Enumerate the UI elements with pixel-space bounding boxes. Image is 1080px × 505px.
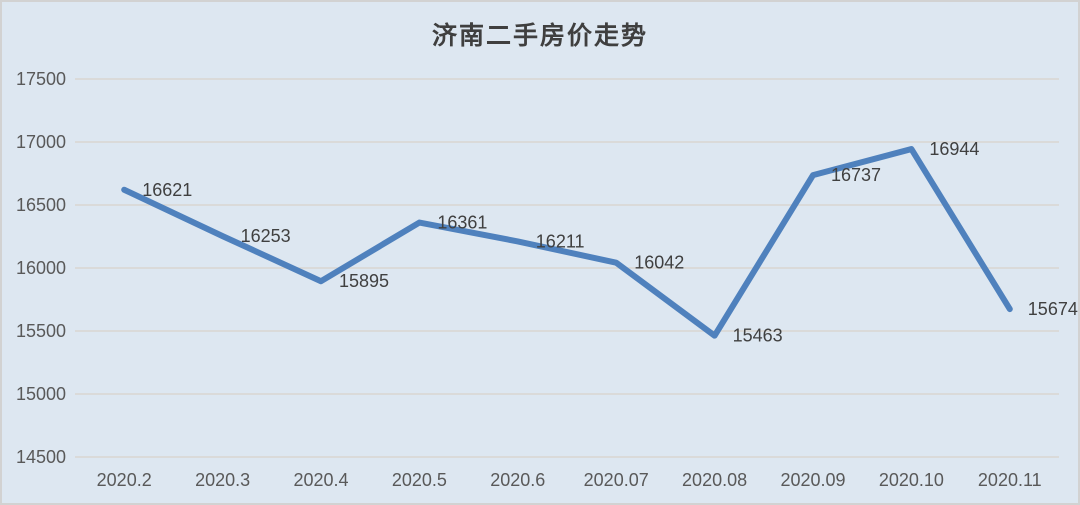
x-tick-label: 2020.4: [293, 470, 348, 490]
data-label: 16042: [634, 253, 684, 273]
data-label: 15895: [339, 271, 389, 291]
data-label: 16253: [241, 226, 291, 246]
y-tick-label: 15500: [16, 321, 66, 341]
y-tick-label: 15000: [16, 384, 66, 404]
data-label: 16211: [536, 231, 585, 251]
x-tick-label: 2020.10: [879, 470, 944, 490]
data-label: 15674: [1028, 299, 1078, 319]
chart-title: 济南二手房价走势: [431, 23, 648, 50]
y-tick-label: 14500: [16, 447, 66, 467]
x-tick-label: 2020.09: [780, 470, 845, 490]
data-label: 16944: [929, 139, 979, 159]
x-tick-label: 2020.2: [97, 470, 152, 490]
data-label: 16361: [437, 213, 487, 233]
x-tick-label: 2020.08: [682, 470, 747, 490]
data-label: 16737: [831, 165, 881, 185]
x-tick-label: 2020.5: [392, 470, 447, 490]
y-tick-label: 17500: [16, 69, 66, 89]
x-tick-label: 2020.3: [195, 470, 250, 490]
data-label: 16621: [142, 180, 192, 200]
x-tick-label: 2020.6: [490, 470, 545, 490]
x-tick-label: 2020.07: [584, 470, 649, 490]
y-tick-label: 16500: [16, 195, 66, 215]
y-tick-label: 16000: [16, 258, 66, 278]
data-label: 15463: [733, 326, 783, 346]
x-tick-label: 2020.11: [978, 470, 1042, 490]
y-tick-label: 17000: [16, 132, 66, 152]
price-series-line: [121, 146, 1013, 339]
